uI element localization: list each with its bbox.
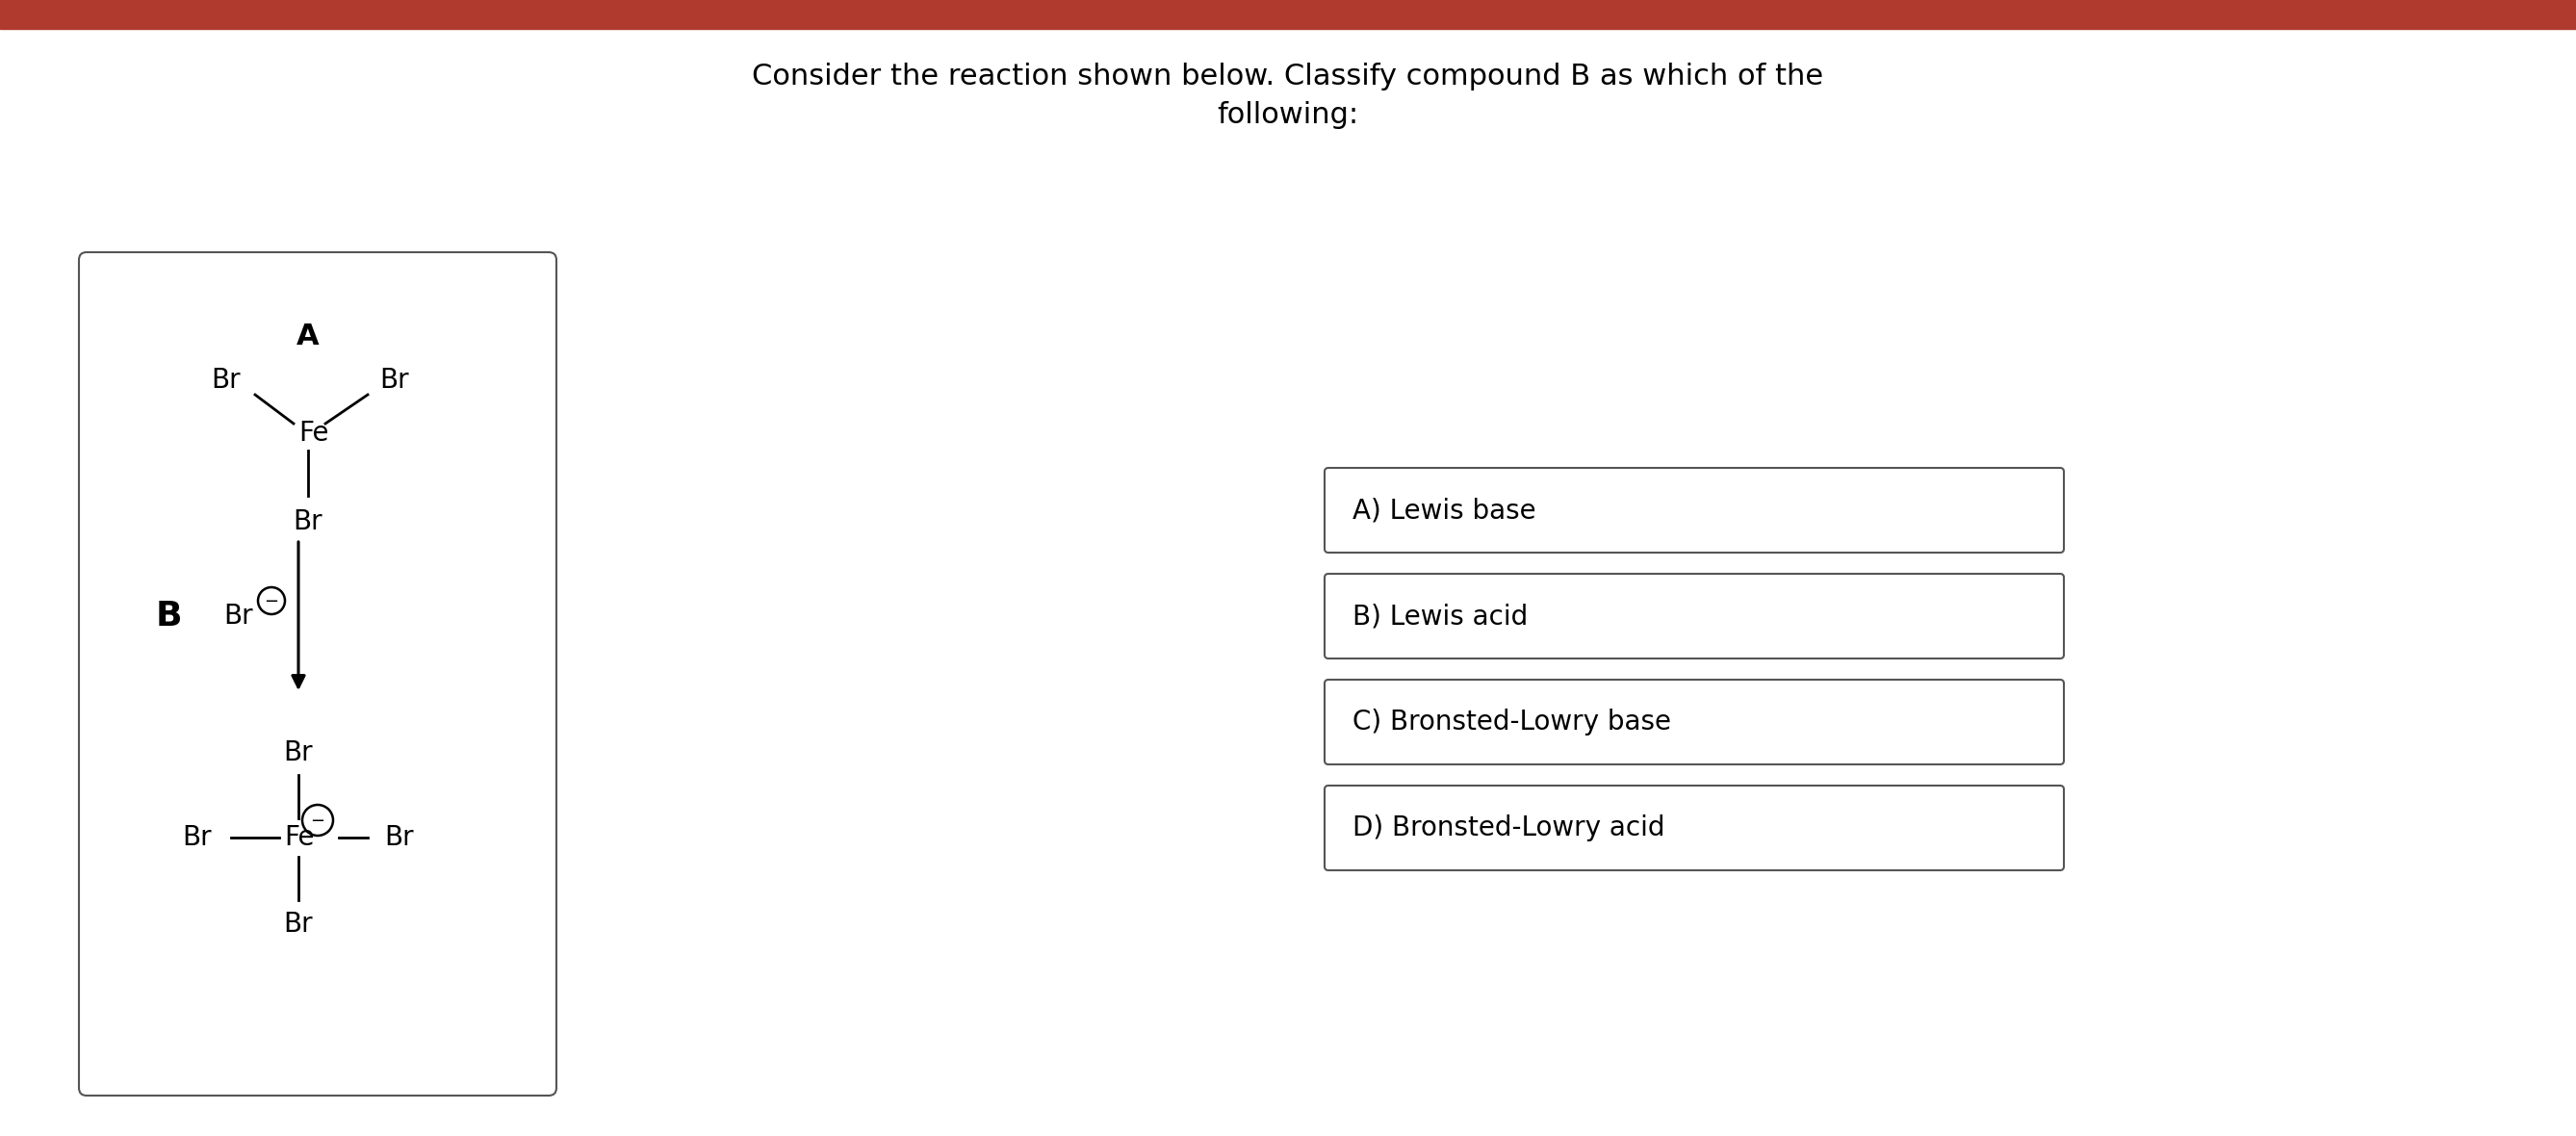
Text: Consider the reaction shown below. Classify compound B as which of the: Consider the reaction shown below. Class… xyxy=(752,64,1824,91)
Text: Br: Br xyxy=(283,911,314,937)
FancyBboxPatch shape xyxy=(1324,786,2063,870)
Text: B: B xyxy=(155,600,183,633)
FancyBboxPatch shape xyxy=(1324,468,2063,552)
Text: Br: Br xyxy=(384,824,415,851)
Text: Br: Br xyxy=(211,367,242,394)
Text: Br: Br xyxy=(224,603,252,629)
Text: −: − xyxy=(309,812,325,830)
Bar xyxy=(0,0,2576,28)
Text: D) Bronsted-Lowry acid: D) Bronsted-Lowry acid xyxy=(1352,815,1664,842)
Text: A: A xyxy=(296,323,319,351)
Text: Br: Br xyxy=(183,824,211,851)
FancyBboxPatch shape xyxy=(1324,574,2063,659)
Text: B) Lewis acid: B) Lewis acid xyxy=(1352,603,1528,629)
Text: Fe: Fe xyxy=(299,419,330,446)
Text: A) Lewis base: A) Lewis base xyxy=(1352,496,1535,524)
Text: Br: Br xyxy=(294,508,322,535)
Text: C) Bronsted-Lowry base: C) Bronsted-Lowry base xyxy=(1352,709,1672,735)
Text: Fe: Fe xyxy=(283,824,314,851)
Text: Br: Br xyxy=(283,740,314,767)
FancyBboxPatch shape xyxy=(80,252,556,1095)
Text: −: − xyxy=(265,593,278,610)
Text: following:: following: xyxy=(1218,101,1358,130)
FancyBboxPatch shape xyxy=(1324,679,2063,765)
Text: Br: Br xyxy=(379,367,410,394)
